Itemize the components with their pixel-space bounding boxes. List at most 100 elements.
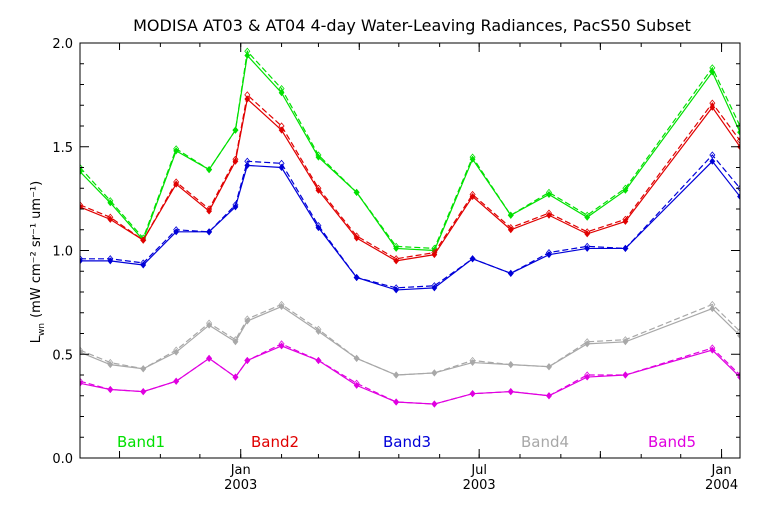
data-point-at04 — [80, 255, 84, 263]
data-point-at04 — [80, 163, 84, 172]
data-point — [709, 305, 716, 313]
y-axis-label: Lwn (mW cm⁻² sr⁻¹ um⁻¹) — [29, 181, 47, 343]
data-point-at04 — [736, 327, 740, 336]
series-line-at04-band2 — [80, 93, 740, 260]
data-point — [315, 327, 322, 335]
data-point-at04 — [278, 85, 285, 93]
data-point-at04 — [353, 379, 360, 387]
y-axis-label-units: (mW cm⁻² sr⁻¹ um⁻¹) — [29, 181, 44, 318]
data-point-at04 — [278, 300, 285, 309]
data-point-at04 — [353, 273, 360, 282]
data-point — [584, 230, 591, 238]
data-point-at04 — [622, 184, 629, 192]
data-point-at04 — [244, 157, 251, 165]
data-point-at04 — [431, 282, 438, 290]
data-point — [431, 369, 438, 377]
data-point-at04 — [315, 184, 322, 192]
data-point-at04 — [80, 346, 84, 354]
data-point-at04 — [353, 354, 360, 363]
series-line-at04-band4 — [80, 303, 740, 376]
data-point-at04 — [107, 385, 114, 394]
data-point-at04 — [80, 201, 84, 209]
legend-label-band5: Band5 — [648, 433, 696, 451]
data-point-at04 — [393, 255, 400, 263]
data-point-at04 — [278, 122, 285, 130]
data-point-at04 — [206, 319, 213, 327]
x-tick-label-year: 2003 — [463, 478, 496, 493]
data-point — [140, 365, 147, 373]
data-point — [546, 392, 552, 400]
legend-label-band4: Band4 — [521, 433, 569, 451]
data-point-at04 — [507, 269, 514, 277]
y-axis-label-main: L — [29, 335, 44, 343]
data-point — [507, 388, 514, 396]
data-point-at04 — [278, 340, 285, 348]
data-point-at04 — [244, 356, 251, 365]
data-point-at04 — [107, 358, 114, 367]
data-point-at04 — [584, 338, 591, 346]
data-point-at04 — [173, 145, 180, 153]
data-point — [140, 388, 147, 396]
data-point — [393, 398, 400, 406]
x-tick-label-year: 2003 — [224, 478, 257, 493]
data-point-at04 — [507, 224, 514, 232]
data-point-at04 — [507, 361, 514, 369]
data-point — [173, 377, 180, 385]
data-point — [107, 386, 114, 393]
series-line-band1 — [80, 54, 740, 252]
data-point-at04 — [709, 151, 716, 159]
legend-label-band2: Band2 — [251, 433, 299, 451]
data-point-at04 — [431, 248, 438, 257]
data-point-at04 — [315, 151, 322, 159]
data-point — [709, 103, 716, 111]
data-point-at04 — [278, 159, 285, 167]
data-point-at04 — [469, 153, 476, 161]
data-point-at04 — [140, 236, 147, 244]
data-point — [206, 354, 212, 362]
series-line-band2 — [80, 97, 740, 262]
data-point-at04 — [173, 377, 180, 385]
data-point-at04 — [736, 184, 740, 192]
plot-frame — [79, 42, 741, 459]
data-point-at04 — [315, 356, 322, 365]
data-point-at04 — [622, 371, 629, 379]
data-point — [507, 269, 514, 277]
data-point-at04 — [584, 242, 591, 250]
data-point-at04 — [736, 136, 740, 145]
data-point-at04 — [431, 369, 438, 377]
data-point-at04 — [173, 346, 180, 354]
data-point — [278, 164, 285, 171]
data-point-at04 — [622, 244, 629, 253]
series-line-at04-band1 — [80, 49, 740, 250]
data-point-at04 — [709, 99, 716, 107]
data-point — [546, 211, 552, 219]
data-point-at04 — [80, 377, 84, 385]
data-point-at04 — [140, 365, 147, 373]
data-point — [737, 128, 740, 136]
data-point-at04 — [431, 400, 438, 408]
data-point-at04 — [107, 197, 114, 205]
data-point-at04 — [353, 232, 360, 240]
data-point — [546, 191, 552, 198]
data-point — [546, 251, 552, 259]
y-tick-label: 1.0 — [52, 245, 73, 260]
series-group — [80, 47, 740, 408]
data-point-at04 — [709, 64, 716, 72]
data-point-at04 — [244, 91, 251, 99]
data-point-at04 — [315, 221, 322, 230]
data-point-at04 — [469, 255, 476, 263]
data-point — [709, 157, 716, 165]
data-point-at04 — [545, 248, 553, 257]
data-point-at04 — [584, 228, 591, 236]
data-point — [278, 89, 285, 97]
data-point — [584, 213, 591, 221]
legend-label-band3: Band3 — [383, 433, 431, 451]
data-point-at04 — [584, 211, 591, 219]
data-point — [393, 371, 400, 379]
data-point — [622, 338, 629, 346]
data-point-at04 — [232, 126, 239, 134]
data-point-at04 — [107, 255, 114, 263]
data-point-at04 — [232, 373, 239, 381]
series-line-at04-band3 — [80, 154, 740, 289]
